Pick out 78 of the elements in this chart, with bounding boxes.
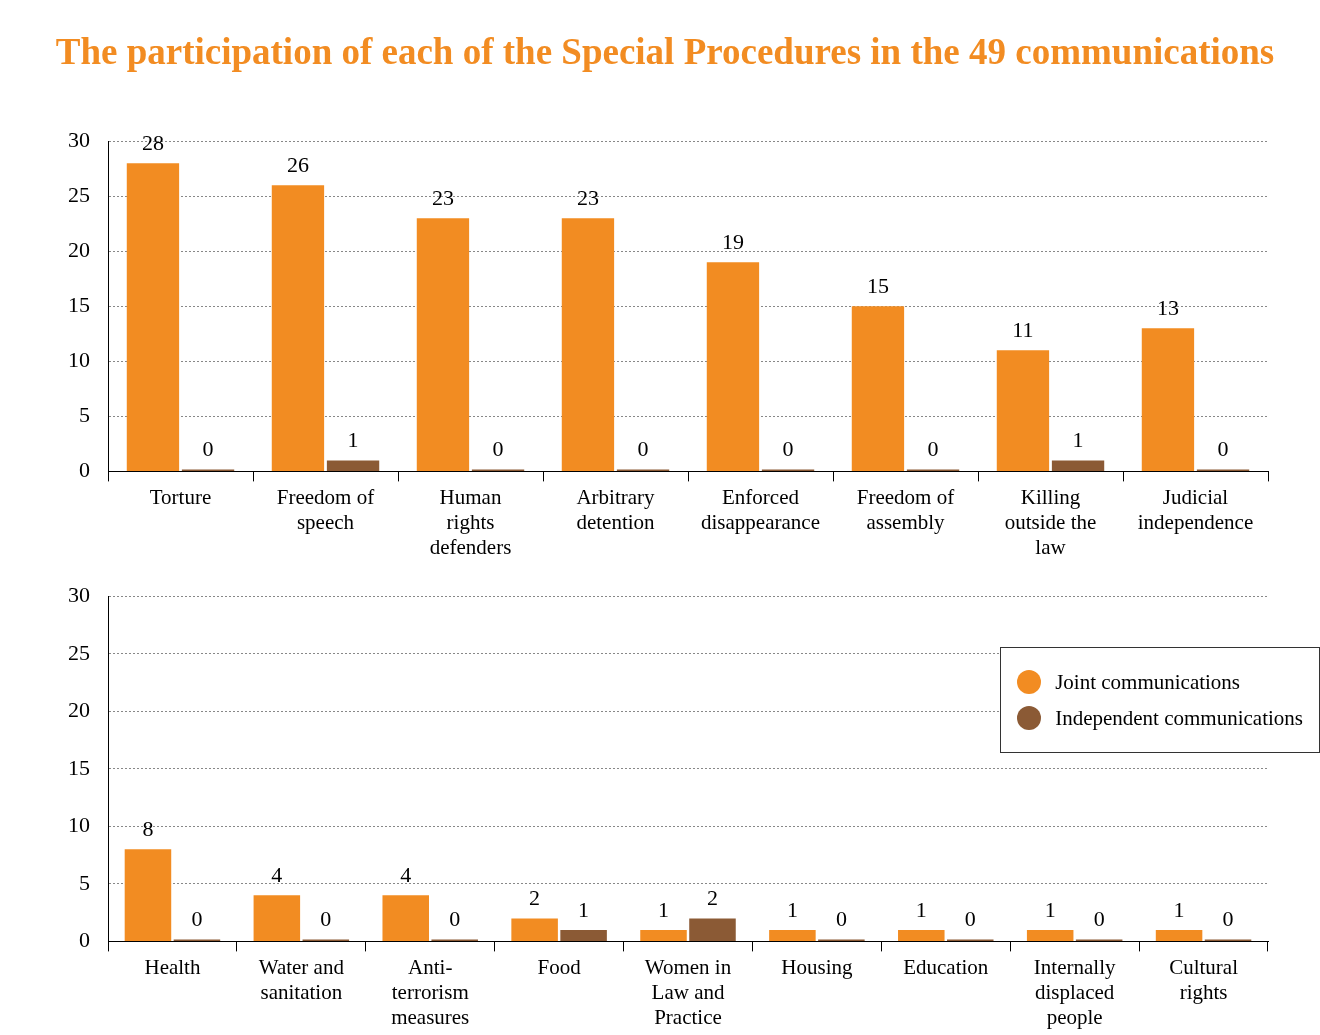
data-label: 0 — [320, 906, 332, 932]
legend-label: Joint communications — [1055, 669, 1241, 695]
bar — [1051, 460, 1105, 471]
x-tick-label: Enforced disappearance — [701, 484, 820, 534]
data-label: 23 — [431, 185, 454, 211]
data-label: 0 — [782, 436, 794, 462]
x-tick-label: Education — [903, 954, 989, 979]
data-label: 0 — [1093, 906, 1105, 932]
bar — [996, 350, 1050, 471]
data-label: 11 — [1012, 317, 1034, 343]
y-tick-label: 0 — [79, 927, 90, 953]
y-tick-label: 15 — [68, 754, 90, 780]
data-label: 26 — [286, 152, 309, 178]
data-label: 1 — [578, 896, 590, 922]
bar — [561, 218, 615, 471]
data-label: 2 — [706, 885, 718, 911]
x-tick-label: Killing outside the law — [1004, 484, 1097, 559]
y-tick-label: 25 — [68, 182, 90, 208]
y-tick-label: 20 — [68, 237, 90, 263]
x-tick-label: Health — [144, 954, 201, 979]
data-label: 2 — [529, 885, 541, 911]
data-label: 1 — [1072, 427, 1084, 453]
x-tick-label: Judicial independence — [1137, 484, 1254, 534]
x-tick-label: Freedom of assembly — [856, 484, 955, 534]
legend-label: Independent communications — [1055, 705, 1303, 731]
chart-title: The participation of each of the Special Procedures in the 49 communications — [54, 30, 1276, 73]
y-tick-label: 30 — [68, 581, 90, 607]
data-label: 0 — [492, 436, 504, 462]
x-tick-label: Cultural rights — [1169, 954, 1239, 1004]
bar — [326, 460, 380, 471]
bar — [271, 185, 325, 471]
data-label: 13 — [1156, 295, 1179, 321]
data-label: 0 — [191, 906, 203, 932]
data-label: 0 — [1222, 906, 1234, 932]
bar — [416, 218, 470, 471]
y-tick-label: 10 — [68, 812, 90, 838]
x-tick-label: Women in Law and Practice — [644, 954, 732, 1029]
data-label: 0 — [927, 436, 939, 462]
data-label: 0 — [637, 436, 649, 462]
x-tick-label: Anti-terrorism measures — [391, 954, 470, 1029]
data-label: 1 — [658, 896, 670, 922]
data-label: 0 — [202, 436, 214, 462]
data-label: 0 — [964, 906, 976, 932]
x-tick-label: Housing — [781, 954, 853, 979]
y-tick-label: 30 — [68, 126, 90, 152]
data-label: 1 — [786, 896, 798, 922]
data-label: 4 — [271, 862, 283, 888]
bar — [1141, 328, 1195, 471]
data-label: 0 — [835, 906, 847, 932]
y-tick-label: 0 — [79, 457, 90, 483]
x-tick-label: Internally displaced people — [1033, 954, 1116, 1029]
y-tick-label: 25 — [68, 639, 90, 665]
x-tick-label: Freedom of speech — [276, 484, 375, 534]
data-label: 1 — [1044, 896, 1056, 922]
data-label: 4 — [400, 862, 412, 888]
x-tick-label: Arbitrary detention — [576, 484, 656, 534]
x-tick-label: Torture — [149, 484, 212, 509]
y-tick-label: 20 — [68, 697, 90, 723]
data-label: 15 — [866, 273, 889, 299]
data-label: 28 — [141, 129, 164, 155]
x-tick-label: Water and sanitation — [258, 954, 345, 1004]
data-label: 0 — [449, 906, 461, 932]
y-tick-label: 15 — [68, 292, 90, 318]
data-label: 1 — [347, 427, 359, 453]
bar — [126, 163, 180, 471]
y-tick-label: 5 — [79, 402, 90, 428]
data-label: 1 — [915, 896, 927, 922]
data-label: 1 — [1173, 896, 1185, 922]
data-label: 19 — [721, 229, 744, 255]
bar — [706, 262, 760, 471]
data-label: 8 — [142, 816, 154, 842]
y-tick-label: 5 — [79, 869, 90, 895]
data-label: 23 — [576, 185, 599, 211]
bar — [851, 306, 905, 471]
x-tick-label: Food — [537, 954, 582, 979]
x-tick-label: Human rights defenders — [429, 484, 512, 559]
y-tick-label: 10 — [68, 347, 90, 373]
data-label: 0 — [1217, 436, 1229, 462]
